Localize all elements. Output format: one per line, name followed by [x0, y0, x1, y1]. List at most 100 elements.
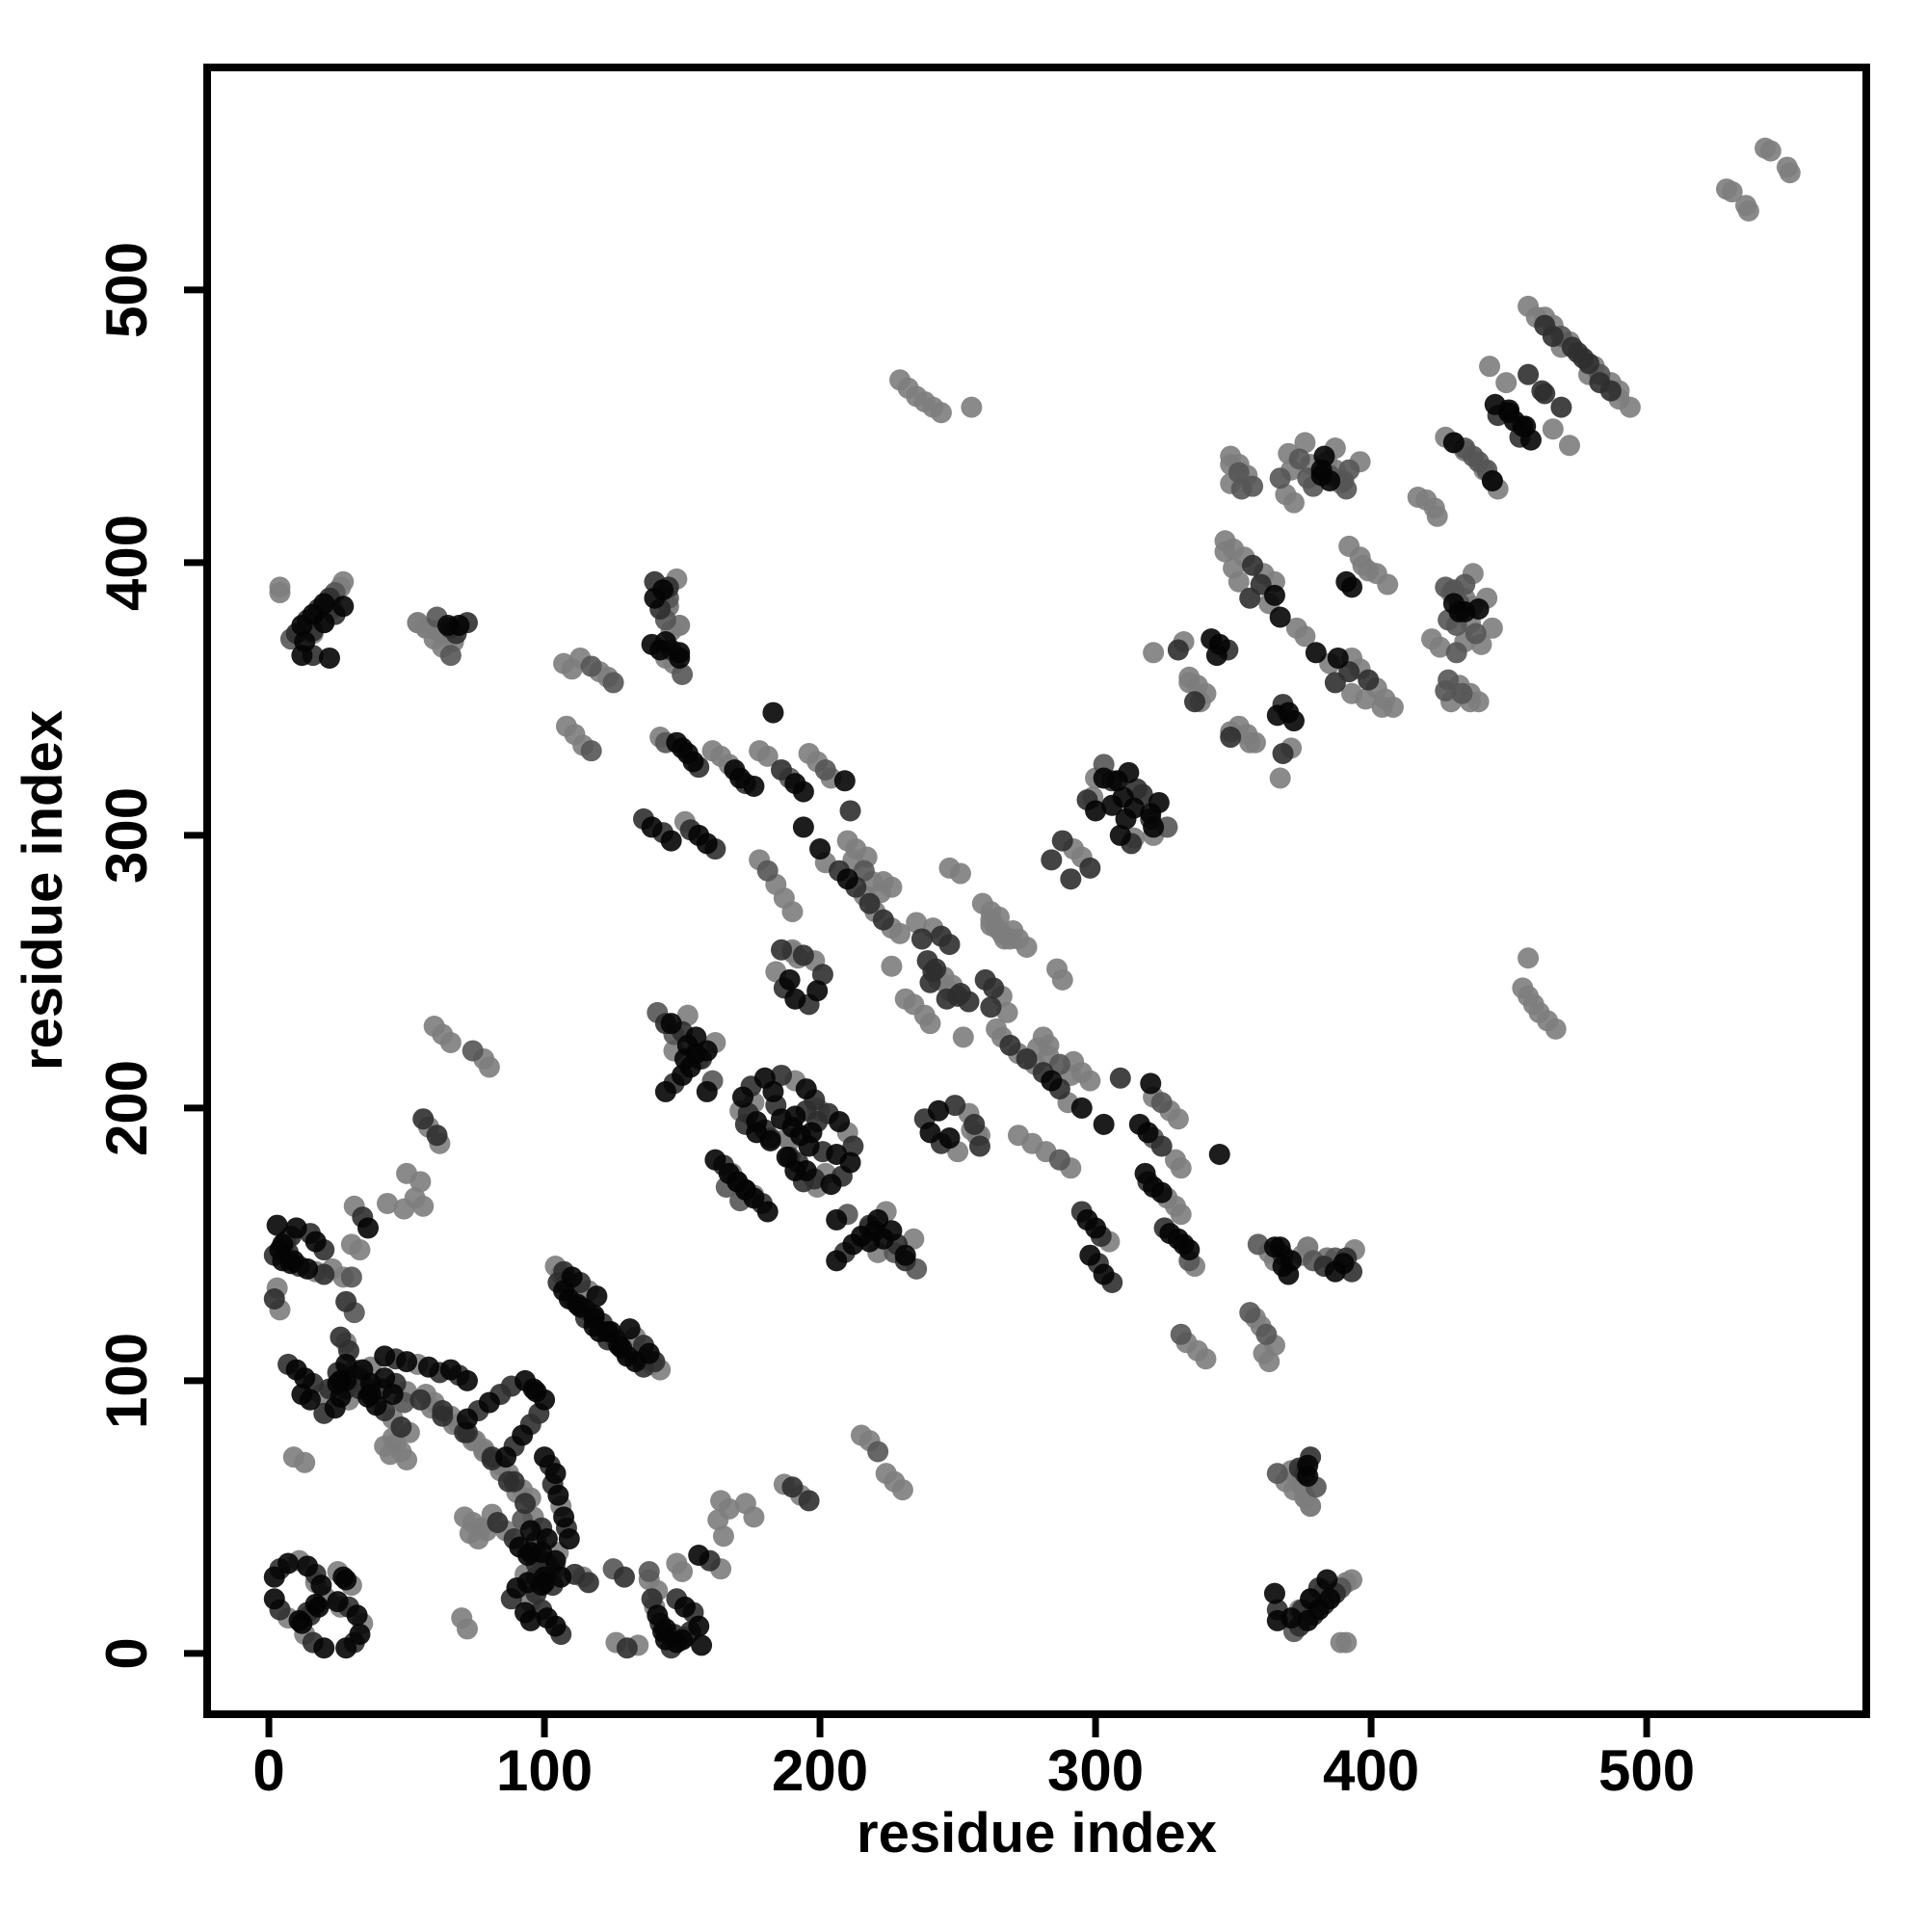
- contact-point: [340, 1266, 362, 1288]
- contact-point: [1415, 489, 1438, 511]
- contact-point: [930, 402, 952, 424]
- contact-point: [712, 1525, 734, 1548]
- x-tick-label: 0: [252, 1738, 284, 1803]
- contact-point: [1305, 642, 1327, 664]
- contact-point: [952, 1026, 974, 1048]
- contact-point: [1150, 1135, 1173, 1157]
- contact-point: [654, 1618, 676, 1640]
- y-tick-label: 100: [94, 1333, 159, 1429]
- contact-point: [913, 1004, 936, 1026]
- contact-point: [756, 1201, 779, 1223]
- contact-point: [1263, 1236, 1285, 1258]
- contact-point: [1220, 445, 1242, 467]
- y-axis-tick-labels: 0 100 200 300 400 500: [94, 242, 159, 1670]
- contact-point: [781, 1476, 804, 1498]
- contact-point: [1451, 682, 1473, 704]
- contact-point: [1316, 1569, 1338, 1591]
- contact-point: [263, 1288, 285, 1310]
- contact-point: [947, 985, 969, 1007]
- contact-point: [983, 977, 1005, 999]
- contact-point: [776, 1146, 798, 1168]
- contact-point: [456, 1408, 478, 1430]
- contact-point: [1558, 435, 1580, 457]
- y-axis-ticks: [184, 286, 207, 1657]
- contact-point: [930, 925, 952, 947]
- contact-point: [1442, 432, 1465, 454]
- contact-point: [1335, 570, 1358, 593]
- contact-point: [1165, 1149, 1187, 1171]
- contact-point: [263, 1588, 285, 1610]
- contact-point: [1300, 1495, 1322, 1518]
- contact-point: [478, 1056, 500, 1078]
- contact-point: [1208, 1144, 1230, 1166]
- contact-point: [1479, 356, 1501, 378]
- contact-point: [310, 1575, 332, 1597]
- contact-point: [1297, 1465, 1319, 1487]
- contact-point: [266, 1214, 288, 1236]
- contact-point: [1178, 672, 1201, 694]
- contact-point: [1481, 470, 1503, 492]
- x-axis-tick-labels: 0 100 200 300 400 500: [252, 1738, 1695, 1803]
- x-axis-title: residue index: [857, 1802, 1217, 1865]
- contact-point: [272, 1233, 294, 1256]
- contact-point: [850, 1424, 872, 1446]
- contact-point: [710, 1490, 732, 1512]
- contact-point: [1438, 669, 1460, 691]
- contact-point: [1313, 445, 1335, 467]
- contact-point: [327, 1591, 349, 1613]
- contact-point: [456, 1618, 478, 1640]
- contact-point: [1577, 353, 1599, 375]
- contact-point: [1167, 639, 1189, 661]
- contact-point: [291, 645, 313, 667]
- contact-point: [743, 775, 765, 797]
- contact-point: [412, 1195, 435, 1217]
- contact-point: [396, 1351, 418, 1373]
- contact-point: [547, 1484, 569, 1506]
- contact-point: [335, 1290, 357, 1312]
- contact-point: [553, 1506, 575, 1528]
- contact-point: [478, 1391, 500, 1414]
- contact-point: [1242, 475, 1264, 497]
- contact-point: [809, 838, 832, 860]
- contact-point: [426, 1125, 448, 1147]
- contact-point: [1327, 647, 1349, 669]
- contact-point: [654, 1080, 676, 1102]
- contact-point: [731, 1086, 753, 1108]
- contact-point: [911, 928, 933, 950]
- y-tick-label: 500: [94, 242, 159, 338]
- contact-point: [759, 1129, 781, 1151]
- contact-point: [1093, 1113, 1115, 1135]
- contact-point: [544, 1463, 567, 1485]
- contact-point: [826, 1144, 848, 1166]
- contact-point: [417, 1356, 439, 1378]
- contact-point: [1442, 593, 1465, 615]
- contact-point: [357, 1217, 380, 1239]
- contact-point: [432, 1405, 454, 1427]
- contact-point: [1255, 1323, 1278, 1345]
- contact-point: [875, 1463, 897, 1485]
- contact-point: [1159, 1223, 1181, 1245]
- contact-point: [497, 1470, 519, 1493]
- contact-point: [1170, 1323, 1192, 1345]
- contact-point: [798, 1490, 820, 1512]
- contact-point: [1269, 606, 1291, 628]
- contact-point: [842, 1135, 864, 1157]
- contact-point: [938, 1127, 961, 1150]
- contact-point: [1280, 1250, 1303, 1272]
- data-points: [263, 137, 1801, 1659]
- contact-point: [1721, 181, 1743, 203]
- contact-point: [456, 1369, 478, 1391]
- contact-point: [906, 912, 928, 934]
- contact-point: [1512, 415, 1534, 437]
- contact-point: [512, 1424, 534, 1446]
- x-tick-label: 300: [1047, 1738, 1144, 1803]
- contact-point: [779, 968, 801, 991]
- contact-point: [330, 1326, 352, 1348]
- contact-point: [516, 1572, 539, 1594]
- contact-point: [294, 1367, 316, 1389]
- contact-point: [586, 1285, 608, 1308]
- contact-point: [1269, 467, 1291, 490]
- contact-point: [577, 1572, 599, 1594]
